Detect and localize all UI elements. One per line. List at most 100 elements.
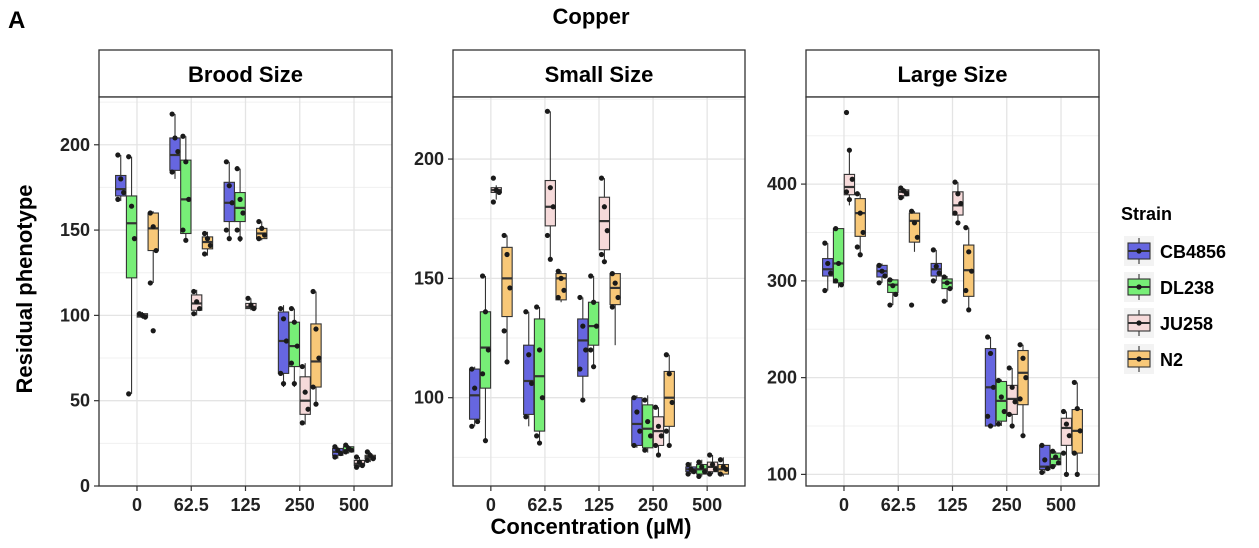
data-point [860,229,866,236]
data-point [882,273,888,279]
facet-title: Large Size [897,62,1007,87]
box-N2-62.5 [201,230,214,257]
data-point [669,399,675,406]
data-point [256,236,262,242]
data-point [1009,423,1015,429]
data-point [843,109,850,116]
data-point [150,224,156,230]
data-point [1045,465,1051,472]
box-CB4856-0 [115,152,127,202]
data-point [702,469,708,475]
data-point [115,152,121,158]
figure-title: Copper [553,4,630,29]
box-CB4856-500 [685,461,697,477]
data-point [696,459,702,465]
y-tick-label: 100 [60,305,90,325]
data-point [598,251,605,258]
data-point [1060,450,1067,456]
box-JU258-250 [299,363,311,426]
box-DL238-62.5 [533,304,546,446]
box-CB4856-500 [1039,442,1051,476]
box-DL238-125 [941,274,953,304]
facet-panel-1: Brood Size 0 50 100 150 200 0 62.5 125 250 500 [60,49,393,515]
y-tick-label: 200 [414,149,444,169]
box-body [180,159,192,235]
data-point [1006,365,1012,371]
data-point [604,228,610,234]
data-point [1071,379,1077,386]
x-tick-label: 500 [692,495,722,515]
data-point [201,230,208,237]
data-point [930,278,936,284]
data-point [313,326,319,332]
box-N2-500 [364,449,376,464]
box-CB4856-250 [984,334,997,429]
data-point [1050,448,1056,454]
data-point [555,268,561,274]
data-point [234,227,240,233]
x-axis-title: Concentration (µM) [491,514,692,539]
data-point [288,305,295,312]
data-point [504,359,510,365]
data-point [353,454,360,460]
data-point [251,305,257,312]
data-point [828,270,834,276]
data-point [367,452,373,458]
data-point [936,270,942,276]
box-CB4856-125 [930,247,942,284]
box-body [115,174,127,197]
box-body [555,273,567,301]
legend-entry-N2: N2 [1124,344,1183,374]
data-point [876,280,882,286]
data-point [849,176,855,182]
x-tick-label: 250 [992,495,1022,515]
data-point [835,260,842,267]
box-body [501,246,513,318]
data-point [1001,408,1007,415]
data-point [588,347,594,353]
data-point [631,395,637,401]
data-point [846,147,852,153]
data-point [118,176,124,182]
data-point [652,442,659,449]
data-point [696,473,702,480]
data-point [126,154,132,160]
box-JU258-62.5 [544,108,557,262]
data-point [169,111,175,117]
data-point [490,175,496,181]
data-point [717,471,724,477]
data-point [1060,408,1067,415]
box-N2-0 [501,232,513,365]
x-tick-label: 500 [1046,495,1076,515]
box-JU258-0 [136,311,149,320]
data-point [169,169,175,175]
legend-label: N2 [1160,350,1183,370]
x-tick-label: 0 [839,495,849,515]
data-point [544,108,551,114]
data-point [280,381,287,387]
box-JU258-500 [706,452,719,477]
data-point [291,319,297,325]
legend-key-point [1136,284,1142,290]
data-point [1012,399,1018,405]
data-point [128,203,135,209]
data-point [482,309,489,315]
data-point [547,185,553,191]
data-point [898,195,904,201]
y-axis-title: Residual phenotype [12,184,37,393]
data-point [291,381,297,387]
data-point [175,148,181,155]
data-point [998,394,1004,400]
data-point [534,304,540,310]
box-N2-62.5 [908,208,921,308]
data-point [237,196,243,202]
data-point [995,421,1002,427]
box-DL238-125 [234,166,246,243]
data-point [496,189,502,196]
box-body [631,397,643,446]
box-JU258-125 [952,179,964,226]
data-point [262,232,268,238]
legend-label: CB4856 [1160,242,1226,262]
box-JU258-62.5 [190,288,203,317]
data-point [707,471,713,477]
